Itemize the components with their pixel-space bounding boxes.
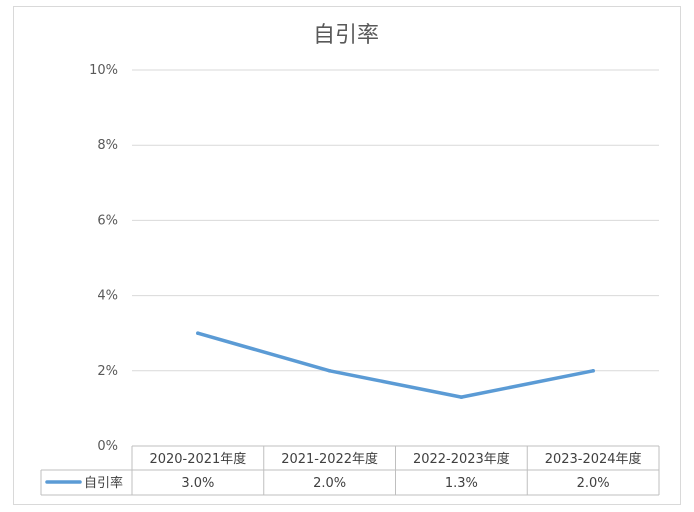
data-label: 3.0%	[181, 476, 214, 491]
y-tick-label: 0%	[97, 439, 118, 454]
y-tick-label: 4%	[97, 289, 118, 304]
data-label: 2.0%	[313, 476, 346, 491]
chart-frame	[13, 6, 681, 505]
category-label: 2020-2021年度	[149, 451, 246, 467]
category-label: 2022-2023年度	[413, 451, 510, 467]
series-line	[196, 331, 595, 399]
data-point	[459, 395, 464, 399]
plot-area	[196, 331, 595, 399]
legend-label: 自引率	[84, 475, 123, 491]
y-tick-label: 8%	[97, 138, 118, 153]
gridlines	[132, 69, 659, 372]
data-table: 2020-2021年度 2021-2022年度 2022-2023年度 2023-20…	[40, 445, 660, 496]
data-label: 2.0%	[577, 476, 610, 491]
data-point	[196, 331, 200, 336]
data-point	[591, 369, 595, 373]
data-point	[327, 369, 332, 373]
y-tick-label: 10%	[89, 63, 118, 78]
y-axis-ticks: 0% 2% 4% 6% 8% 10%	[89, 63, 118, 454]
y-tick-label: 6%	[97, 213, 118, 228]
y-tick-label: 2%	[97, 364, 118, 379]
category-label: 2021-2022年度	[281, 451, 378, 467]
chart-title: 自引率	[313, 23, 379, 48]
category-label: 2023-2024年度	[545, 451, 642, 467]
data-label: 1.3%	[445, 476, 478, 491]
